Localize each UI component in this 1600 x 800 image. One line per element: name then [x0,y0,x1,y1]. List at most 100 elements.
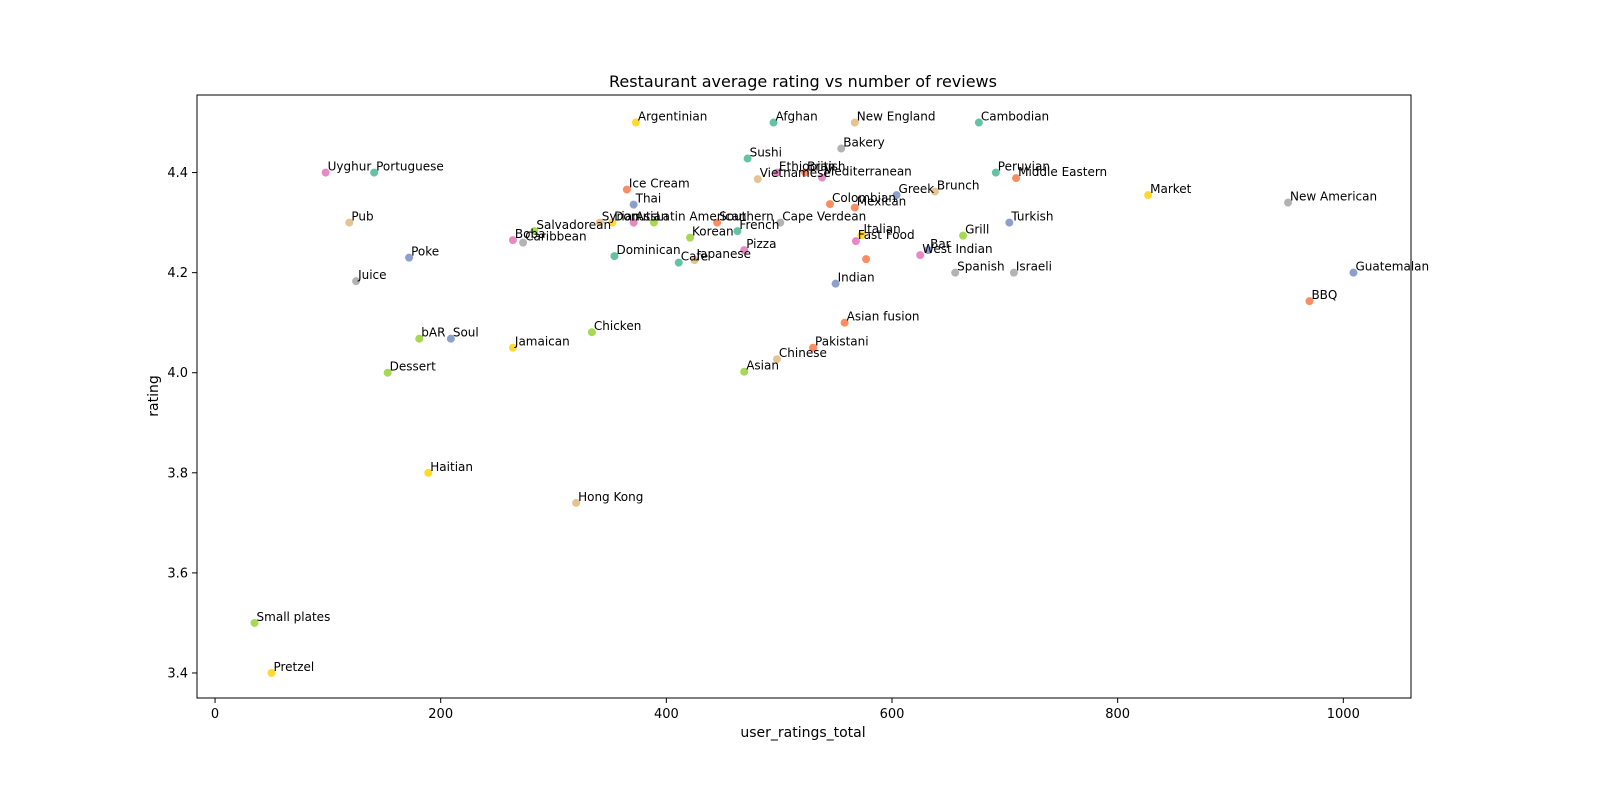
data-point [686,233,695,242]
data-point [587,328,596,337]
data-point [1009,268,1018,277]
point-label: Japanese [696,247,752,261]
y-tick-label: 4.4 [167,166,188,181]
data-point [595,218,604,227]
point-label: Uyghur [328,160,372,174]
point-label: Mexican [857,195,907,209]
data-point [267,668,276,677]
point-label: Haitian [430,460,473,474]
point-label: Asian [636,210,669,224]
point-label: Asian [746,359,779,373]
data-point [930,187,939,196]
data-point [250,618,259,627]
point-label: Salvadorean [536,218,611,232]
data-point [801,168,810,177]
point-label: Guatemalan [1355,260,1429,274]
point-label: Cambodian [981,110,1049,124]
point-label: Turkish [1010,210,1053,224]
data-point [740,367,749,376]
point-label: Middle Eastern [1018,165,1107,179]
data-point [733,227,742,236]
point-label: Brunch [937,179,980,193]
point-label: Asian fusion [847,310,920,324]
chart-title: Restaurant average rating vs number of r… [609,72,997,91]
data-point [892,191,901,200]
point-label: Southern [719,210,774,224]
point-label: New American [1290,190,1377,204]
data-point [352,277,361,286]
data-point [837,144,846,153]
data-point [959,231,968,240]
data-point [530,227,539,236]
data-point [951,268,960,277]
data-point [383,368,392,377]
data-point [370,168,379,177]
point-label: Pizza [746,237,776,251]
data-point [649,218,658,227]
data-point [772,355,781,364]
y-tick-label: 4.2 [167,266,188,281]
point-label: Vietnamese [760,166,831,180]
point-labels: Argentinian Afghan New England Bakery Cambod… [257,110,1430,674]
data-point [572,498,581,507]
point-label: Dominican [616,243,680,257]
point-label: Colombian [832,191,896,205]
data-point [840,318,849,327]
data-point [321,168,330,177]
point-label: Cape Verdean [782,210,866,224]
x-tick-label: 1000 [1327,707,1360,722]
point-label: Hong Kong [578,490,643,504]
point-label: West Indian [922,242,992,256]
data-point [508,343,517,352]
point-label: New England [857,110,936,124]
point-label: Boba [515,227,546,241]
data-point [1349,268,1358,277]
point-label: Afghan [776,110,818,124]
point-label: British [807,160,845,174]
point-label: Caribbean [525,230,587,244]
point-label: bAR [421,326,445,340]
data-point [424,468,433,477]
point-label: Market [1150,182,1192,196]
point-label: Greek [899,182,935,196]
data-point [916,251,925,260]
y-axis-label: rating [146,375,162,416]
y-tick-label: 3.4 [167,666,188,681]
data-point [1144,191,1153,200]
point-label: Pakistani [815,335,869,349]
point-label: Spanish [957,260,1004,274]
data-point [862,255,871,264]
data-point [825,200,834,209]
point-label: Pretzel [273,660,314,674]
point-label: Korean [692,225,734,239]
point-label: Latin American [656,210,747,224]
data-point [713,218,722,227]
data-point [991,168,1000,177]
data-point [608,218,617,227]
data-point [924,246,933,255]
point-label: Donuts [614,210,657,224]
point-label: Cafe [681,250,708,264]
data-point [508,236,517,245]
data-point [345,218,354,227]
data-point [743,154,752,163]
data-point [831,279,840,288]
y-tick-label: 3.8 [167,466,188,481]
point-label: Indian [838,271,875,285]
data-point [446,334,455,343]
data-point [809,343,818,352]
data-point [629,218,638,227]
data-point [1005,218,1014,227]
data-point [850,118,859,127]
point-label: Fast Food [858,228,915,242]
point-label: Dessert [390,360,436,374]
point-label: French [739,218,779,232]
y-tick-label: 4.0 [167,366,188,381]
data-point [851,237,860,246]
data-point [776,218,785,227]
point-label: Chicken [594,319,641,333]
data-point [629,200,638,209]
plot-area [196,94,1412,699]
point-label: Ice Cream [629,177,690,191]
